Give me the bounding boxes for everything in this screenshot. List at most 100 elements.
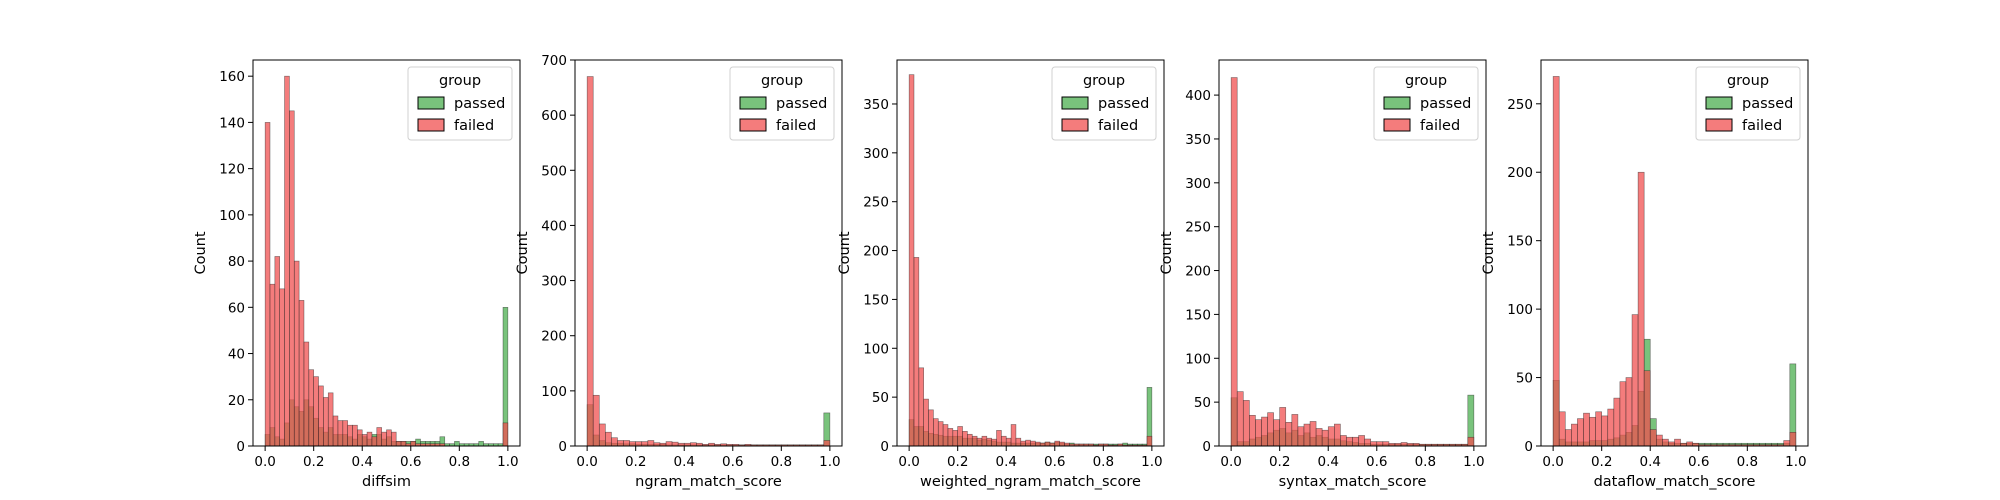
bar-failed <box>1601 415 1609 447</box>
bar-failed <box>1005 437 1012 447</box>
bar-failed <box>1643 370 1651 447</box>
legend-swatch-passed <box>417 96 445 110</box>
bar-failed <box>1467 436 1475 447</box>
x-tick-label: 0.2 <box>1269 454 1290 470</box>
legend-swatch-failed <box>1705 118 1733 132</box>
bar-failed <box>671 441 679 447</box>
bar-failed <box>1649 429 1657 447</box>
legend-label-failed: failed <box>776 118 816 134</box>
bar-failed <box>313 376 319 447</box>
bar-failed <box>1577 418 1584 447</box>
bar-failed <box>611 437 618 447</box>
bar-failed <box>1674 438 1681 447</box>
bar-failed <box>357 429 363 447</box>
bar-failed <box>605 431 612 447</box>
bar-failed <box>629 441 636 447</box>
bar-failed <box>381 431 387 447</box>
y-tick-label: 350 <box>1185 132 1211 148</box>
y-axis-label: Count <box>1159 231 1175 274</box>
x-tick-label: 0.2 <box>1591 454 1612 470</box>
legend-label-passed: passed <box>1420 96 1471 112</box>
x-axis-label: syntax_match_score <box>1279 474 1427 490</box>
y-tick-label: 100 <box>1185 351 1211 367</box>
bar-failed <box>1146 435 1153 447</box>
bar-failed <box>1261 416 1268 447</box>
legend-swatch-failed <box>1061 118 1089 132</box>
bar-failed <box>937 421 944 447</box>
bar-failed <box>908 74 915 447</box>
bar-failed <box>933 418 939 447</box>
bar-failed <box>1370 441 1378 447</box>
y-tick-label: 100 <box>863 341 889 357</box>
bar-failed <box>823 440 831 447</box>
bar-failed <box>1291 414 1299 447</box>
legend-swatch-failed <box>1383 118 1411 132</box>
legend-swatch-failed <box>739 118 767 132</box>
bar-failed <box>371 436 378 447</box>
y-tick-label: 700 <box>541 53 567 69</box>
bar-failed <box>1382 441 1390 447</box>
bar-failed <box>1059 441 1065 447</box>
y-tick-label: 250 <box>1507 97 1533 113</box>
x-tick-label: 0.8 <box>771 454 792 470</box>
y-tick-label: 0 <box>1524 439 1533 455</box>
bar-failed <box>1352 436 1359 447</box>
bar-failed <box>376 427 382 447</box>
x-tick-label: 0.4 <box>1317 454 1338 470</box>
bar-failed <box>918 367 924 447</box>
x-tick-label: 0.6 <box>1688 454 1709 470</box>
bar-failed <box>1346 436 1353 447</box>
x-tick-label: 0.6 <box>1044 454 1065 470</box>
x-tick-label: 0.6 <box>1366 454 1387 470</box>
bar-failed <box>1054 440 1060 447</box>
bar-failed <box>1015 437 1022 447</box>
x-axis-label: dataflow_match_score <box>1594 474 1756 490</box>
bar-failed <box>923 398 929 447</box>
x-tick-label: 0.0 <box>254 454 275 470</box>
x-axis-label: weighted_ngram_match_score <box>920 474 1141 490</box>
y-tick-label: 160 <box>219 69 245 85</box>
bar-failed <box>1625 377 1633 447</box>
bar-failed <box>1044 441 1051 447</box>
x-tick-label: 0.8 <box>1415 454 1436 470</box>
y-tick-label: 20 <box>228 393 245 409</box>
y-tick-label: 100 <box>219 208 245 224</box>
bar-failed <box>971 435 978 447</box>
chart-panel-5: 0.0 0.2 0.4 0.6 0.8 1.0 0 50 100 150 200 250 dataflo… <box>1481 59 1809 490</box>
legend: group passed failed <box>729 66 835 141</box>
legend-label-passed: passed <box>1098 96 1149 112</box>
y-tick-label: 0 <box>880 439 889 455</box>
chart-panel-1: 0.0 0.2 0.4 0.6 0.8 1.0 0 20 40 60 80 100 120 140 160 d… <box>193 59 521 490</box>
legend-label-failed: failed <box>1098 118 1138 134</box>
bar-failed <box>395 441 402 447</box>
bar-failed <box>1309 421 1317 447</box>
legend: group passed failed <box>1373 66 1479 141</box>
y-tick-label: 150 <box>1185 307 1211 323</box>
x-tick-label: 0.2 <box>625 454 646 470</box>
y-tick-label: 0 <box>558 439 567 455</box>
bar-failed <box>976 437 983 447</box>
y-tick-label: 0 <box>236 439 245 455</box>
x-tick-label: 0.6 <box>722 454 743 470</box>
bar-failed <box>293 260 300 447</box>
x-tick-label: 1.0 <box>497 454 518 470</box>
bar-failed <box>1595 411 1602 447</box>
bar-failed <box>1613 397 1621 447</box>
bar-failed <box>1589 416 1596 447</box>
legend-title: group <box>439 73 481 89</box>
bar-failed <box>586 76 594 447</box>
x-tick-label: 0.0 <box>576 454 597 470</box>
bar-failed <box>647 440 655 447</box>
x-tick-label: 0.4 <box>351 454 372 470</box>
bar-failed <box>1255 419 1262 447</box>
x-tick-label: 0.0 <box>1542 454 1563 470</box>
legend-title: group <box>1405 73 1447 89</box>
bar-failed <box>410 441 416 447</box>
legend-swatch-failed <box>417 118 445 132</box>
legend-swatch-passed <box>1383 96 1411 110</box>
legend: group passed failed <box>1051 66 1157 141</box>
bar-failed <box>1571 423 1578 447</box>
y-tick-label: 300 <box>1185 176 1211 192</box>
y-tick-label: 50 <box>1516 371 1533 387</box>
legend-label-failed: failed <box>1420 118 1460 134</box>
